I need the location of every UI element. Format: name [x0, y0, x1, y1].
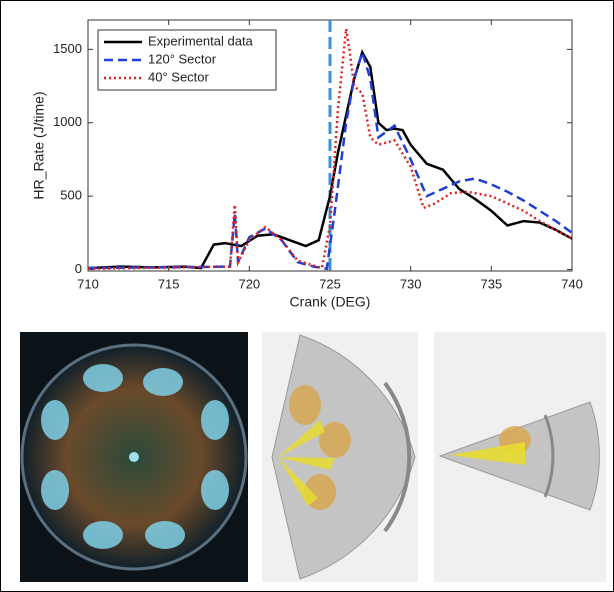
figure: Crank (DEG) HR_Rate (J/time) 710 715 720 72…	[0, 0, 614, 592]
y-tick-label: 1000	[53, 114, 82, 129]
x-tick-label: 725	[319, 276, 341, 291]
legend-label: 40° Sector	[148, 69, 210, 84]
x-axis-title: Crank (DEG)	[290, 294, 371, 310]
x-tick-label: 720	[238, 276, 260, 291]
x-tick-label: 730	[400, 276, 422, 291]
sector-40-image	[434, 332, 606, 582]
flame-image	[20, 332, 248, 582]
x-tick-label: 735	[480, 276, 502, 291]
x-tick-label: 710	[77, 276, 99, 291]
x-tick-label: 715	[158, 276, 180, 291]
sector-120-image	[262, 332, 418, 582]
legend-label: Experimental data	[148, 33, 254, 48]
y-tick-label: 500	[60, 188, 82, 203]
y-tick-label: 1500	[53, 41, 82, 56]
y-tick-label: 0	[75, 261, 82, 276]
x-tick-label: 740	[561, 276, 583, 291]
y-axis-title: HR_Rate (J/time)	[31, 91, 47, 199]
legend-label: 120° Sector	[148, 51, 217, 66]
